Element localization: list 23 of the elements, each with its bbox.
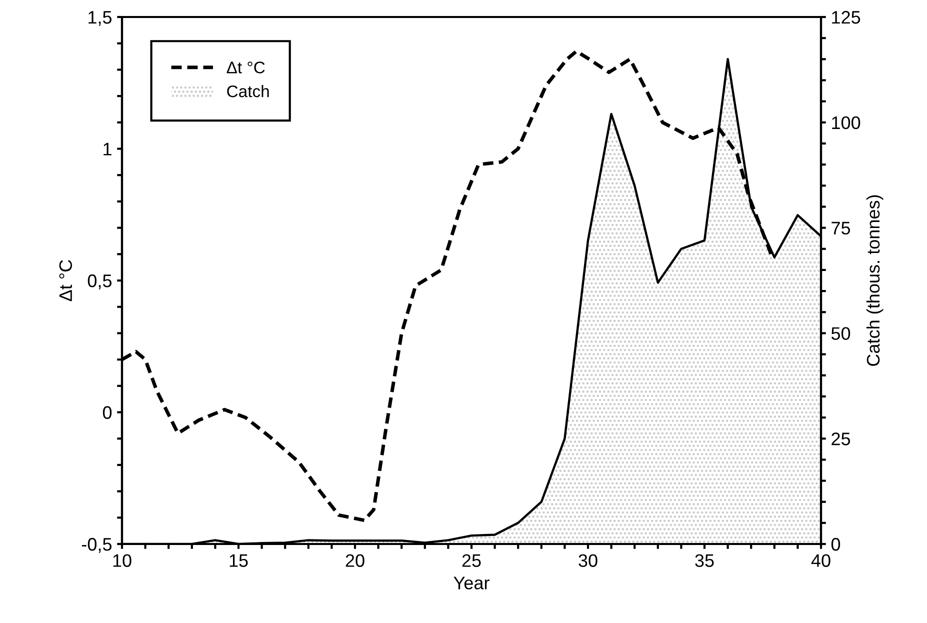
x-tick-label: 35 <box>695 554 714 567</box>
y-axis-title: Δt °C <box>59 260 72 302</box>
x-tick-label: 30 <box>578 554 598 567</box>
y2-tick-label: 25 <box>832 432 850 446</box>
x-axis-title: Year <box>454 576 490 590</box>
y2-tick-label: 125 <box>832 10 860 24</box>
y-tick-label: 1 <box>104 142 112 156</box>
y-tick-label: -0,5 <box>82 538 112 553</box>
x-tick-label: 10 <box>113 554 132 567</box>
y-tick-label: 0 <box>102 406 112 419</box>
y-tick-label: 0,5 <box>88 274 112 290</box>
x-tick-label: 20 <box>346 554 364 567</box>
x-tick-label: 40 <box>811 554 830 567</box>
y2-tick-label: 75 <box>832 222 850 235</box>
y2-axis-title: Catch (thous. tonnes) <box>866 195 884 366</box>
x-tick-label: 25 <box>462 554 481 567</box>
legend-label: Catch <box>227 85 269 98</box>
y-tick-label: 1,5 <box>88 11 112 26</box>
legend-label: Δt °C <box>226 62 265 74</box>
y2-tick-label: 50 <box>831 327 850 340</box>
x-tick-label: 15 <box>230 554 248 567</box>
y2-tick-label: 100 <box>832 116 860 130</box>
y2-tick-label: 0 <box>831 538 840 551</box>
